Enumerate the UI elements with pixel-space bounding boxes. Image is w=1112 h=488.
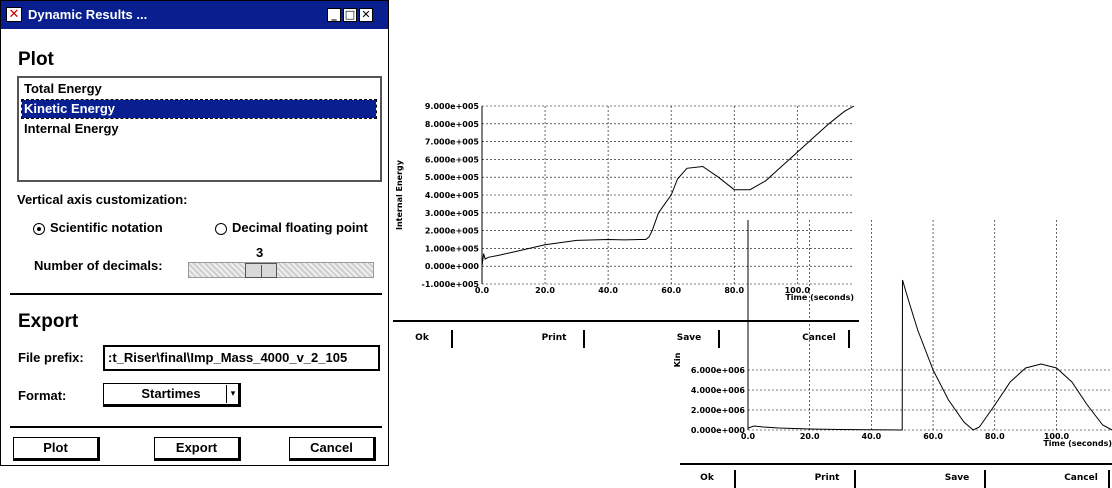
y-tick-label: 0.000e+000	[425, 262, 480, 271]
chart2-save-button[interactable]: Save	[930, 470, 986, 488]
maximize-button[interactable]: □	[343, 8, 357, 22]
chart2-print-button[interactable]: Print	[800, 470, 856, 488]
y-tick-label: 8.000e+005	[425, 120, 480, 129]
y-tick-label: 9.000e+005	[425, 102, 480, 111]
decimals-value: 3	[256, 245, 264, 260]
y-tick-label: -1.000e+005	[422, 280, 480, 289]
decimals-label: Number of decimals:	[34, 258, 163, 273]
scientific-notation-radio[interactable]	[33, 223, 45, 235]
kinetic-energy-chart: 0.000e+000 2.000e+006 4.000e+006 6.000e+006…	[673, 220, 1112, 448]
x-tick-label: 100.0	[785, 286, 811, 295]
export-button[interactable]: Export	[154, 437, 241, 461]
window-title: Dynamic Results ...	[28, 7, 148, 22]
y-tick-label: 6.000e+006	[691, 366, 746, 375]
file-prefix-input[interactable]: :t_Riser\final\Imp_Mass_4000_v_2_105	[103, 345, 380, 371]
x-tick-label: 20.0	[535, 286, 555, 295]
cancel-button[interactable]: Cancel	[289, 437, 376, 461]
y-tick-label: 5.000e+005	[425, 173, 480, 182]
chart1-button-bar	[393, 320, 859, 322]
chart2-button-bar	[680, 463, 1112, 465]
decimal-floating-point-radio[interactable]	[215, 223, 227, 235]
series-line	[747, 279, 1112, 431]
title-bar[interactable]: ✕ Dynamic Results ... _ □ ✕	[1, 1, 388, 29]
chart1-print-button[interactable]: Print	[525, 330, 585, 348]
plot-button[interactable]: Plot	[13, 437, 100, 461]
close-button[interactable]: ✕	[359, 8, 373, 22]
dropdown-arrow-icon[interactable]: ▾	[226, 385, 239, 403]
y-tick-label: 1.000e+005	[425, 244, 480, 253]
y-tick-label: 4.000e+006	[691, 386, 746, 395]
decimals-slider[interactable]	[188, 262, 374, 278]
x-tick-label: 80.0	[985, 432, 1005, 441]
chart1-cancel-button[interactable]: Cancel	[790, 330, 850, 348]
x-tick-label: 0.0	[475, 286, 490, 295]
x-tick-label: 40.0	[598, 286, 618, 295]
y-tick-label: 0.000e+000	[691, 426, 746, 435]
chart1-ok-button[interactable]: Ok	[393, 330, 453, 348]
y-tick-label: 7.000e+005	[425, 138, 480, 147]
y-tick-label: 2.000e+006	[691, 406, 746, 415]
file-prefix-label: File prefix:	[18, 350, 84, 365]
x-tick-label: 80.0	[724, 286, 744, 295]
chart2-ok-button[interactable]: Ok	[680, 470, 736, 488]
y-tick-label: 2.000e+005	[425, 227, 480, 236]
format-label: Format:	[18, 388, 67, 403]
button-divider	[10, 426, 382, 428]
list-item-kinetic-energy[interactable]: Kinetic Energy	[21, 99, 377, 119]
y-tick-label: 6.000e+005	[425, 155, 480, 164]
chart2-cancel-button[interactable]: Cancel	[1054, 470, 1110, 488]
list-item-internal-energy[interactable]: Internal Energy	[24, 121, 119, 136]
x-tick-label: 20.0	[800, 432, 820, 441]
x-tick-label: 100.0	[1044, 432, 1070, 441]
decimals-slider-thumb[interactable]	[245, 263, 277, 278]
plot-variable-list[interactable]: Total Energy Kinetic Energy Internal Ene…	[17, 76, 382, 182]
plot-heading: Plot	[18, 49, 54, 70]
x-tick-label: 60.0	[923, 432, 943, 441]
vertical-axis-label: Vertical axis customization:	[17, 192, 188, 207]
format-select[interactable]: Startimes	[103, 383, 241, 407]
internal-energy-chart: -1.000e+005 0.000e+000 1.000e+005 2.000e+00…	[395, 102, 855, 302]
chart1-save-button[interactable]: Save	[660, 330, 720, 348]
x-tick-label: 60.0	[661, 286, 681, 295]
minimize-button[interactable]: _	[327, 8, 341, 22]
decimal-floating-point-label: Decimal floating point	[232, 220, 368, 235]
x-tick-label: 0.0	[741, 432, 756, 441]
section-divider	[10, 293, 382, 295]
x-tick-label: 40.0	[862, 432, 882, 441]
y-axis-label: Internal Energy	[395, 159, 404, 230]
y-axis-label: Kin	[673, 352, 682, 367]
x-axis-label: Time (seconds)	[785, 293, 854, 302]
scientific-notation-label: Scientific notation	[50, 220, 163, 235]
app-icon: ✕	[6, 7, 22, 22]
export-heading: Export	[18, 311, 79, 332]
list-item-total-energy[interactable]: Total Energy	[24, 81, 102, 96]
y-tick-label: 3.000e+005	[425, 209, 480, 218]
x-axis-label: Time (seconds)	[1043, 439, 1112, 448]
y-tick-label: 4.000e+005	[425, 191, 480, 200]
series-line	[481, 105, 855, 267]
